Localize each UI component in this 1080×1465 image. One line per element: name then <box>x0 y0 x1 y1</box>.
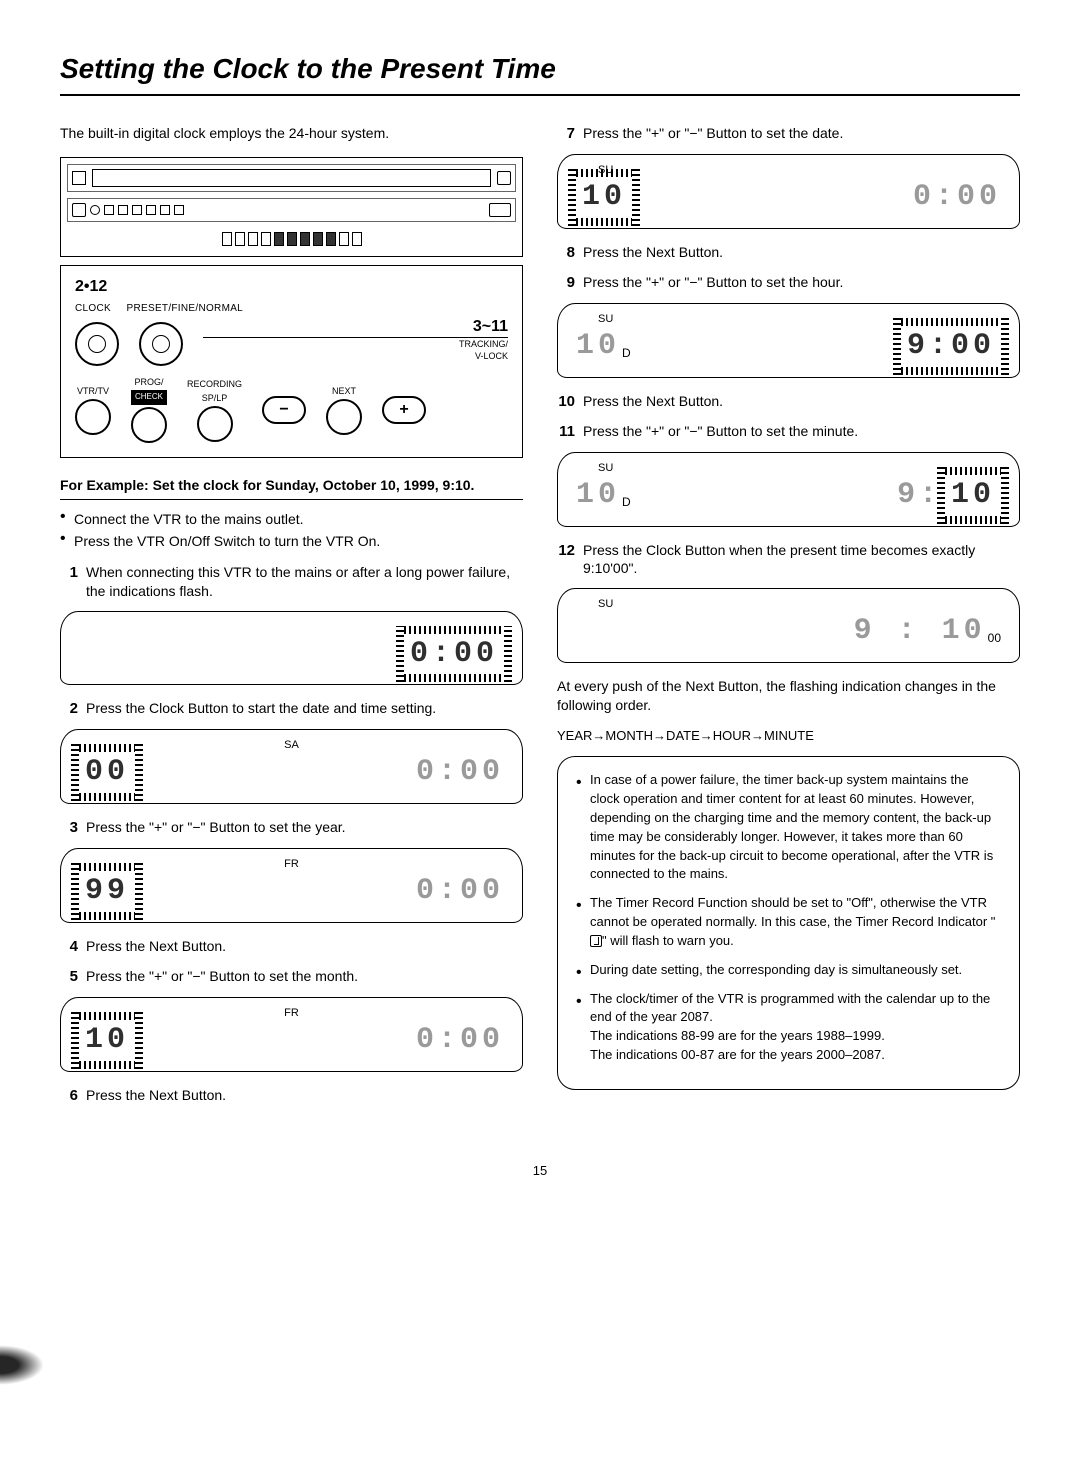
step-8: 8 Press the Next Button. <box>557 243 1020 263</box>
lcd9-day: SU <box>598 312 613 327</box>
lcd5-time: 0:00 <box>416 1020 504 1061</box>
lcd2-time: 0:00 <box>416 752 504 793</box>
step-4: 4 Press the Next Button. <box>60 937 523 957</box>
precheck-1: Connect the VTR to the mains outlet. <box>60 510 523 529</box>
sequence-line: YEAR→MONTH→DATE→HOUR→MINUTE <box>557 727 1020 745</box>
tracking-label: TRACKING/ V-LOCK <box>203 338 508 362</box>
step-8-text: Press the Next Button. <box>583 243 1020 263</box>
lcd2-year: 00 <box>79 752 135 793</box>
preset-knob <box>139 322 183 366</box>
step-6-text: Press the Next Button. <box>86 1086 523 1106</box>
plus-button: + <box>382 396 426 424</box>
step-6: 6 Press the Next Button. <box>60 1086 523 1106</box>
left-column: The built-in digital clock employs the 2… <box>60 124 523 1116</box>
note-4: The clock/timer of the VTR is programmed… <box>576 990 1001 1065</box>
step-12-text: Press the Clock Button when the present … <box>583 541 1020 579</box>
precheck-2: Press the VTR On/Off Switch to turn the … <box>60 532 523 551</box>
next-knob <box>326 399 362 435</box>
lcd11-time: 9: 10 <box>897 475 1001 516</box>
lcd-step7: SU 10 0:00 <box>557 154 1020 229</box>
check-button: CHECK <box>131 390 167 405</box>
step-2: 2 Press the Clock Button to start the da… <box>60 699 523 719</box>
note-1: In case of a power failure, the timer ba… <box>576 771 1001 884</box>
step-1: 1 When connecting this VTR to the mains … <box>60 563 523 601</box>
lcd7-time: 0:00 <box>913 177 1001 218</box>
lcd-step2: SA 00 0:00 <box>60 729 523 804</box>
lcd12-time: 9 : 1000 <box>854 611 1001 652</box>
vtr-tv-label: VTR/TV <box>77 385 109 397</box>
step-2-text: Press the Clock Button to start the date… <box>86 699 523 719</box>
lcd3-day: FR <box>284 857 299 872</box>
next-label: NEXT <box>332 385 356 397</box>
lcd1-time: 0:00 <box>404 634 504 675</box>
note-2: The Timer Record Function should be set … <box>576 894 1001 951</box>
step-11: 11 Press the "+" or "−" Button to set th… <box>557 422 1020 442</box>
step-7: 7 Press the "+" or "−" Button to set the… <box>557 124 1020 144</box>
example-heading: For Example: Set the clock for Sunday, O… <box>60 476 523 500</box>
lcd2-day: SA <box>284 738 299 753</box>
preset-label: PRESET/FINE/NORMAL <box>127 303 244 314</box>
two-column-layout: The built-in digital clock employs the 2… <box>60 124 1020 1116</box>
lcd9-date: 10D <box>576 326 631 367</box>
splp-knob <box>197 406 233 442</box>
lcd5-month: 10 <box>79 1020 135 1061</box>
precheck-list: Connect the VTR to the mains outlet. Pre… <box>60 510 523 551</box>
step-10-text: Press the Next Button. <box>583 392 1020 412</box>
timer-record-icon <box>590 935 602 947</box>
lcd-step12: SU 9 : 1000 <box>557 588 1020 663</box>
lcd11-day: SU <box>598 461 613 476</box>
intro-text: The built-in digital clock employs the 2… <box>60 124 523 143</box>
lcd-step11: SU 10D 9: 10 <box>557 452 1020 527</box>
lcd-step9: SU 10D 9:00 <box>557 303 1020 378</box>
prog-label: PROG/ <box>135 376 164 388</box>
step-3: 3 Press the "+" or "−" Button to set the… <box>60 818 523 838</box>
clock-label: CLOCK <box>75 303 111 314</box>
lcd-step3: FR 99 0:00 <box>60 848 523 923</box>
vtr-tv-knob <box>75 399 111 435</box>
note-3: During date setting, the corresponding d… <box>576 961 1001 980</box>
recording-label: RECORDING <box>187 378 242 390</box>
scan-artifact <box>0 1345 44 1385</box>
step-4-text: Press the Next Button. <box>86 937 523 957</box>
splp-label: SP/LP <box>202 392 228 404</box>
page-number: 15 <box>60 1162 1020 1180</box>
step-10: 10 Press the Next Button. <box>557 392 1020 412</box>
vcr-illustration <box>60 157 523 257</box>
lcd-step5: FR 10 0:00 <box>60 997 523 1072</box>
step-9: 9 Press the "+" or "−" Button to set the… <box>557 273 1020 293</box>
step-12: 12 Press the Clock Button when the prese… <box>557 541 1020 579</box>
notes-box: In case of a power failure, the timer ba… <box>557 756 1020 1090</box>
after-next-text: At every push of the Next Button, the fl… <box>557 677 1020 715</box>
lcd7-date: 10 <box>576 177 632 218</box>
lcd9-hour: 9:00 <box>901 326 1001 367</box>
step-11-text: Press the "+" or "−" Button to set the m… <box>583 422 1020 442</box>
minus-button: − <box>262 396 306 424</box>
step-5-text: Press the "+" or "−" Button to set the m… <box>86 967 523 987</box>
step-5: 5 Press the "+" or "−" Button to set the… <box>60 967 523 987</box>
label-2-12: 2•12 <box>75 276 508 298</box>
lcd3-time: 0:00 <box>416 871 504 912</box>
control-panel-illustration: 2•12 CLOCK PRESET/FINE/NORMAL 3~11 TRACK… <box>60 265 523 458</box>
prog-knob <box>131 407 167 443</box>
page-title: Setting the Clock to the Present Time <box>60 50 1020 96</box>
clock-knob <box>75 322 119 366</box>
lcd3-year: 99 <box>79 871 135 912</box>
right-column: 7 Press the "+" or "−" Button to set the… <box>557 124 1020 1116</box>
lcd-step1: 0:00 <box>60 611 523 686</box>
label-3-11: 3~11 <box>473 316 508 338</box>
lcd12-day: SU <box>598 597 613 612</box>
lcd11-date: 10D <box>576 475 631 516</box>
lcd5-day: FR <box>284 1006 299 1021</box>
step-7-text: Press the "+" or "−" Button to set the d… <box>583 124 1020 144</box>
step-9-text: Press the "+" or "−" Button to set the h… <box>583 273 1020 293</box>
step-1-text: When connecting this VTR to the mains or… <box>86 563 523 601</box>
step-3-text: Press the "+" or "−" Button to set the y… <box>86 818 523 838</box>
